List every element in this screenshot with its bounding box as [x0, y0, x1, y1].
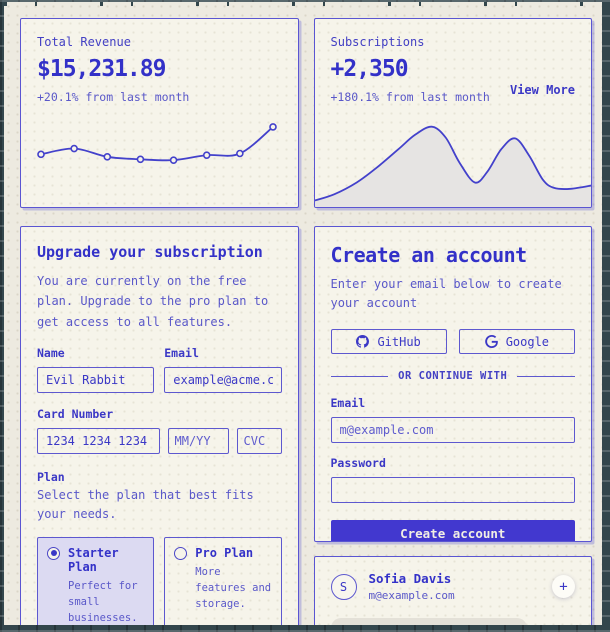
starter-plan-desc: Perfect for small businesses. — [68, 579, 138, 625]
subscriptions-delta: +180.1% from last month — [330, 90, 490, 104]
subscriptions-card: Subscriptions +2,350 View More +180.1% f… — [313, 18, 592, 208]
add-contact-button[interactable]: + — [552, 575, 575, 598]
github-button-label: GitHub — [377, 334, 421, 349]
divider-line-right — [517, 375, 575, 377]
google-button[interactable]: Google — [458, 329, 575, 355]
pro-plan-desc: More features and storage. — [195, 565, 272, 611]
account-subtitle: Enter your email below to create your ac… — [330, 277, 562, 311]
name-field[interactable] — [37, 367, 155, 394]
account-email-field[interactable] — [330, 417, 575, 444]
plan-option-starter[interactable]: Starter Plan Perfect for small businesse… — [37, 536, 155, 625]
revenue-line-chart — [37, 123, 277, 164]
account-title: Create an account — [330, 243, 528, 267]
create-account-card: Create an account Enter your email below… — [313, 226, 592, 542]
card-number-field[interactable] — [37, 428, 160, 455]
password-field[interactable] — [330, 477, 575, 504]
right-column: Create an account Enter your email below… — [313, 226, 592, 625]
account-email-label: Email — [330, 396, 366, 411]
card-cvc-field[interactable] — [236, 428, 282, 455]
card-number-label: Card Number — [37, 407, 114, 422]
subscriptions-area-chart — [314, 125, 592, 207]
chat-card: S Sofia Davis m@example.com + — [313, 556, 592, 625]
divider-text: OR CONTINUE WITH — [398, 370, 508, 383]
revenue-delta: +20.1% from last month — [37, 90, 190, 104]
password-label: Password — [330, 456, 386, 471]
plan-description: Select the plan that best fits your need… — [37, 488, 254, 522]
view-more-link[interactable]: View More — [509, 83, 575, 97]
email-label: Email — [164, 346, 199, 361]
plan-option-pro[interactable]: Pro Plan More features and storage. — [164, 536, 282, 625]
upgrade-subscription-card: Upgrade your subscription You are curren… — [20, 226, 299, 625]
divider-line-left — [330, 375, 389, 377]
plan-label: Plan — [37, 470, 65, 485]
chat-contact-name: Sofia Davis — [368, 571, 452, 586]
plus-icon: + — [559, 578, 568, 595]
starter-plan-name: Starter Plan — [68, 545, 119, 574]
chat-contact-email: m@example.com — [368, 589, 455, 602]
pro-plan-name: Pro Plan — [195, 545, 254, 560]
revenue-value: $15,231.89 — [37, 56, 166, 82]
total-revenue-card: Total Revenue $15,231.89 +20.1% from las… — [20, 18, 299, 208]
email-field[interactable] — [164, 367, 282, 394]
or-continue-divider: OR CONTINUE WITH — [330, 370, 575, 383]
avatar: S — [330, 573, 357, 600]
chat-message-bubble — [330, 618, 527, 625]
google-button-label: Google — [505, 334, 550, 349]
upgrade-title: Upgrade your subscription — [37, 243, 263, 261]
revenue-title: Total Revenue — [37, 35, 131, 49]
radio-selected-icon — [47, 546, 60, 560]
github-button[interactable]: GitHub — [330, 329, 447, 355]
google-icon — [484, 335, 498, 349]
card-expiry-field[interactable] — [167, 428, 229, 455]
radio-unselected-icon — [174, 546, 188, 560]
subscriptions-title: Subscriptions — [330, 35, 425, 49]
upgrade-description: You are currently on the free plan. Upgr… — [37, 274, 269, 329]
subscriptions-value: +2,350 — [330, 56, 409, 82]
name-label: Name — [37, 346, 65, 361]
create-account-button[interactable]: Create account — [330, 520, 575, 541]
github-icon — [356, 335, 370, 349]
dashboard-page: Total Revenue $15,231.89 +20.1% from las… — [4, 2, 602, 625]
